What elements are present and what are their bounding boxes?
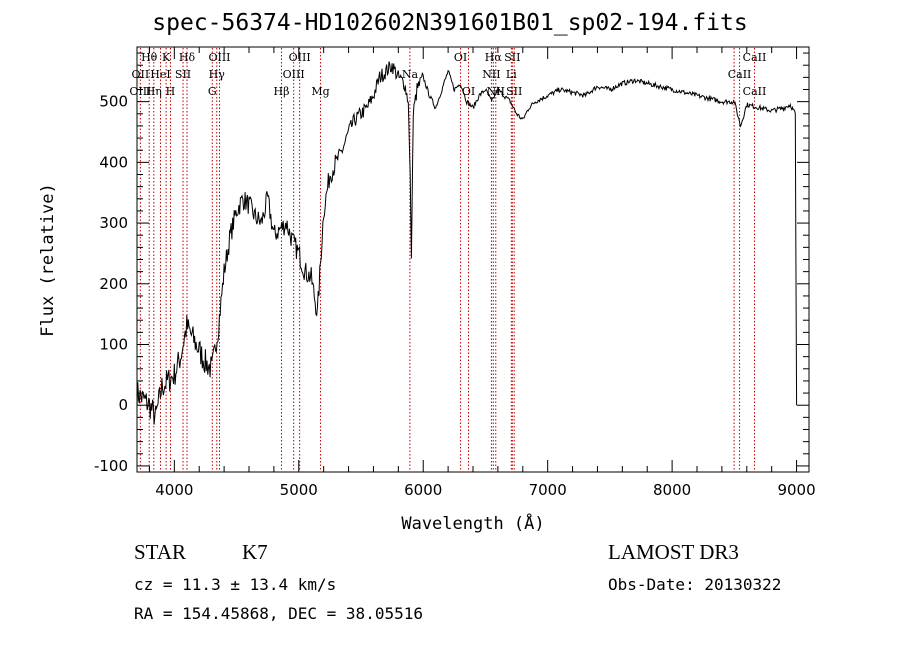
line-annotation-label: HeI (150, 68, 170, 81)
y-tick-label: 100 (99, 336, 128, 354)
object-class: STAR (134, 540, 186, 564)
y-tick-label: 500 (99, 93, 128, 111)
line-markers (139, 48, 755, 471)
line-annotation-label: K (162, 51, 171, 64)
object-subclass: K7 (242, 540, 268, 564)
plot-frame (136, 46, 810, 473)
line-annotation-label: Li (506, 68, 517, 81)
x-tick-label: 9000 (777, 481, 815, 499)
y-tick-label: 200 (99, 275, 128, 293)
y-axis-label: Flux (relative) (38, 183, 58, 337)
x-tick-label: 6000 (404, 481, 442, 499)
line-annotation-label: H (166, 85, 176, 98)
coordinates-readout: RA = 154.45868, DEC = 38.05516 (134, 604, 423, 623)
line-annotation-label: OI (454, 51, 467, 64)
line-annotation-label: OIII (289, 51, 311, 64)
survey-name: LAMOST DR3 (608, 540, 739, 564)
line-annotation-label: CaII (743, 51, 767, 64)
line-annotation-label: OIII (283, 68, 305, 81)
line-annotation-label: NII (482, 68, 500, 81)
y-tick-label: 0 (118, 396, 128, 414)
line-annotation-label: OI (462, 85, 475, 98)
spectrum-line (136, 61, 798, 425)
y-tick-label: 300 (99, 214, 128, 232)
line-annotation-label: Hδ (179, 51, 196, 64)
line-annotation-label: Hβ (274, 85, 290, 98)
line-annotation-label: G (208, 85, 217, 98)
line-annotations: Hθ OII OIII K HeI Hη Hδ SII H OIII Hγ G OIII OIII Hβ Mg… (129, 51, 766, 98)
redshift-readout: cz = 11.3 ± 13.4 km/s (134, 575, 337, 594)
line-annotation-label: OIII (208, 51, 230, 64)
line-annotation-label: Hγ (209, 68, 226, 81)
y-tick-label: -100 (94, 457, 128, 475)
y-tick-label: 400 (99, 153, 128, 171)
line-annotation-label: Hη (146, 85, 162, 98)
observation-date: Obs-Date: 20130322 (608, 575, 782, 594)
line-annotation-label: OII (132, 68, 150, 81)
spectrum-series (136, 61, 798, 425)
line-annotation-label: CaII (728, 68, 752, 81)
x-tick-label: 7000 (529, 481, 567, 499)
line-annotation-label: SII (175, 68, 191, 81)
chart-title: spec-56374-HD102602N391601B01_sp02-194.f… (152, 10, 748, 36)
x-axis-label: Wavelength (Å) (401, 512, 544, 534)
line-annotation-label: Na (402, 68, 419, 81)
x-tick-label: 4000 (155, 481, 193, 499)
line-annotation-label: Hα (485, 51, 503, 64)
line-annotation-label: Hθ (141, 51, 158, 64)
y-axis: -100 0 100 200 300 400 500 (94, 52, 809, 475)
line-annotation-label: SII (504, 51, 520, 64)
line-annotation-label: SII (506, 85, 522, 98)
line-annotation-label: OIII (129, 85, 151, 98)
x-axis: 4000 5000 6000 7000 8000 9000 (148, 47, 816, 499)
line-annotation-label: CaII (743, 85, 767, 98)
line-annotation-label: Mg (311, 85, 329, 98)
x-tick-label: 8000 (653, 481, 691, 499)
x-tick-label: 5000 (280, 481, 318, 499)
